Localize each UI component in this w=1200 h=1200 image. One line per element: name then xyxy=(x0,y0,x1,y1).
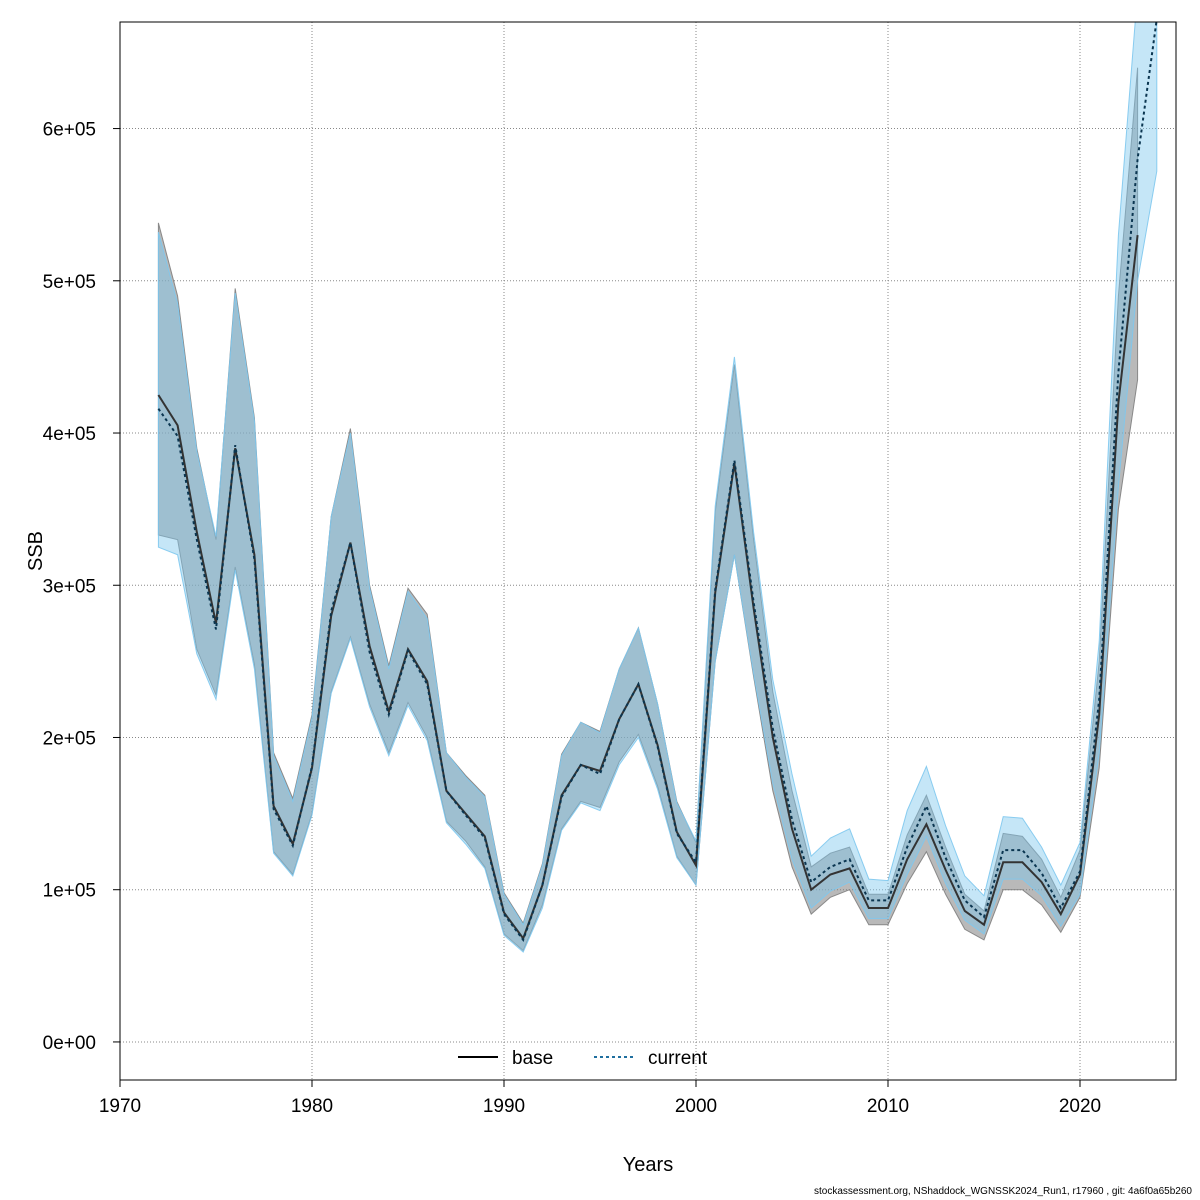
grid xyxy=(119,22,1176,1080)
y-axis: 0e+00 1e+05 2e+05 3e+05 4e+05 5e+05 6e+05 xyxy=(43,120,121,1054)
y-tick-label: 6e+05 xyxy=(43,120,96,141)
y-tick-label: 1e+05 xyxy=(43,881,96,902)
footer-credit: stockassessment.org, NShaddock_WGNSSK202… xyxy=(813,1186,1192,1197)
x-tick-label: 2000 xyxy=(675,1096,717,1117)
x-tick-label: 1990 xyxy=(483,1096,525,1117)
y-tick-label: 3e+05 xyxy=(43,576,96,597)
y-tick-label: 4e+05 xyxy=(43,424,96,445)
y-tick-label: 5e+05 xyxy=(43,272,96,293)
legend: base current xyxy=(458,1048,708,1069)
plot-area-border xyxy=(119,21,1177,1081)
confidence-bands xyxy=(157,22,1158,953)
legend-label-current: current xyxy=(648,1048,708,1069)
legend-label-base: base xyxy=(512,1048,553,1069)
x-axis: 1970 1980 1990 2000 2010 2020 xyxy=(99,1079,1101,1117)
y-axis-title: SSB xyxy=(25,531,47,571)
x-axis-title: Years xyxy=(623,1154,673,1176)
y-tick-label: 2e+05 xyxy=(43,728,96,749)
x-tick-label: 2020 xyxy=(1059,1096,1101,1117)
x-tick-label: 1980 xyxy=(291,1096,333,1117)
x-tick-label: 1970 xyxy=(99,1096,141,1117)
y-tick-label: 0e+00 xyxy=(43,1033,96,1054)
band-current xyxy=(157,22,1158,953)
line-current xyxy=(157,22,1158,943)
x-tick-label: 2010 xyxy=(867,1096,909,1117)
series-lines xyxy=(157,22,1158,943)
